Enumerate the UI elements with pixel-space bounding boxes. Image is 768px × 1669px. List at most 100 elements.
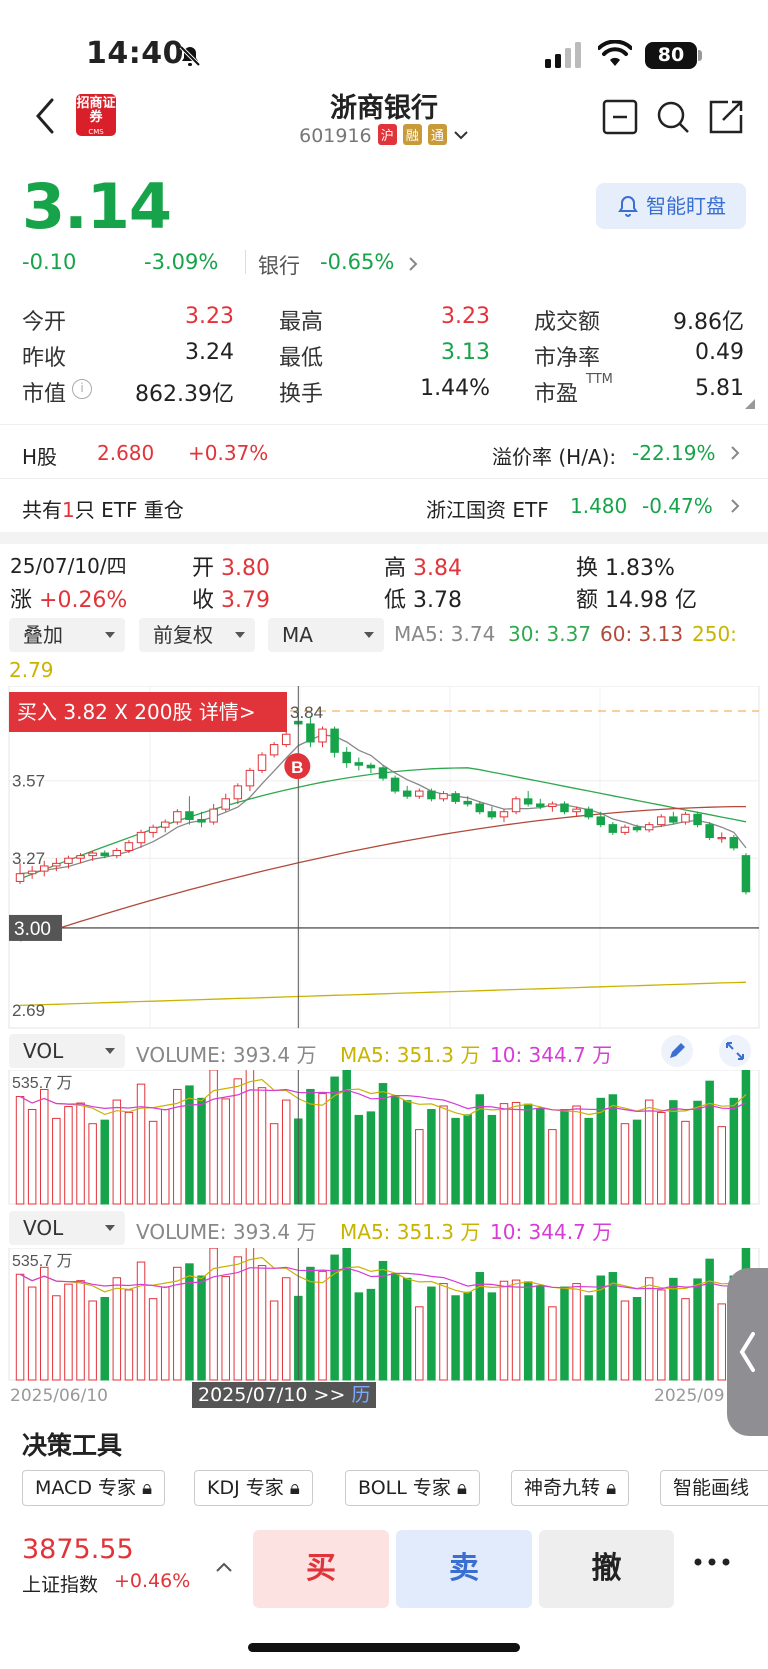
candle-body	[281, 733, 291, 746]
volume-bar	[233, 1078, 243, 1205]
stat-value: 5.81	[695, 376, 744, 401]
volume-bar	[124, 1111, 134, 1205]
side-drawer-handle[interactable]	[727, 1268, 768, 1436]
h-share-pct: +0.37%	[188, 441, 269, 465]
home-indicator[interactable]	[248, 1643, 520, 1652]
volume-bar	[681, 1120, 690, 1205]
info-icon[interactable]: i	[72, 379, 92, 399]
date-axis-start: 2025/06/10	[10, 1386, 108, 1406]
volume-bar	[197, 1097, 206, 1205]
price-axis-label: 3.27	[12, 849, 45, 868]
buy-button[interactable]: 买	[253, 1530, 389, 1608]
candle-body	[439, 793, 448, 800]
volume-bar	[596, 1275, 606, 1381]
indicator-dropdown[interactable]: MA	[268, 618, 384, 652]
vol-dropdown-2[interactable]: VOL	[9, 1211, 125, 1245]
tool-nine-turn[interactable]: 神奇九转 🔒︎	[511, 1470, 630, 1506]
history-tag[interactable]: 历	[351, 1384, 371, 1406]
volume-bar	[100, 1119, 109, 1205]
candle-body	[657, 816, 666, 826]
volume-bar	[39, 1088, 49, 1205]
etf-summary[interactable]: 共有1只 ETF 重仓	[22, 494, 184, 523]
more-icon[interactable]	[692, 1556, 732, 1568]
volume-bar	[342, 1248, 351, 1381]
vol-dropdown-1[interactable]: VOL	[9, 1034, 125, 1068]
candle-body	[669, 816, 678, 823]
date-cursor-label[interactable]: 2025/07/10 >> 历	[192, 1382, 377, 1408]
volume-bar	[741, 1070, 751, 1205]
volume-chart-1[interactable]: 535.7 万	[0, 1070, 768, 1208]
tool-kdj[interactable]: KDJ 专家 🔒︎	[194, 1470, 313, 1506]
lock-icon: 🔒︎	[289, 1477, 300, 1499]
minus-box-icon[interactable]	[602, 99, 638, 135]
chevron-right-icon[interactable]	[730, 498, 740, 514]
etf-prefix: 共有	[22, 498, 62, 522]
divider	[0, 478, 768, 479]
volume-bar	[233, 1256, 243, 1381]
tool-boll[interactable]: BOLL 专家 🔒︎	[345, 1470, 481, 1506]
edit-pencil-icon[interactable]	[660, 1034, 694, 1068]
candle-body	[221, 798, 230, 810]
bar-turnover-label: 换	[576, 556, 599, 581]
stat-label: 市净率	[534, 346, 601, 371]
volume-bar	[717, 1126, 727, 1205]
bar-high-label: 高	[384, 556, 407, 581]
overlay-dropdown[interactable]: 叠加	[9, 618, 125, 652]
candle-body	[487, 811, 497, 818]
volume-bar	[124, 1289, 134, 1381]
volume-bar	[209, 1070, 218, 1205]
tool-smart-draw[interactable]: 智能画线	[660, 1470, 768, 1506]
candle-body	[15, 873, 25, 882]
bar-low-label: 低	[384, 588, 407, 613]
candle-body	[76, 855, 85, 859]
stock-code-row[interactable]: 601916 沪 融 通	[0, 124, 768, 147]
adjust-dropdown[interactable]: 前复权	[139, 618, 255, 652]
share-icon[interactable]	[708, 99, 744, 135]
bar-amount-value: 14.98 亿	[605, 588, 697, 613]
chart-frame	[8, 686, 760, 1029]
back-arrow-icon[interactable]	[32, 96, 56, 136]
vol-ma10-legend-2: 10: 344.7 万	[490, 1220, 613, 1244]
candle-body	[620, 826, 630, 833]
volume-chart-2[interactable]: 535.7 万	[0, 1248, 768, 1384]
candle-body	[100, 852, 109, 857]
volume-bar	[693, 1100, 702, 1205]
chevron-right-icon[interactable]	[730, 445, 740, 461]
candle-body	[209, 808, 218, 823]
sector-pct[interactable]: -0.65%	[320, 250, 395, 274]
vol-ma5-legend-1: MA5: 351.3 万	[340, 1043, 481, 1067]
stat-label: 市盈	[534, 382, 579, 407]
tag-rong: 融	[402, 124, 422, 145]
candle-body	[560, 803, 569, 813]
candle-body	[112, 849, 122, 857]
expand-icon[interactable]	[718, 1034, 752, 1068]
smart-watch-button[interactable]: 智能盯盘	[596, 183, 746, 229]
tool-macd[interactable]: MACD 专家 🔒︎	[22, 1470, 166, 1506]
volume-bar	[705, 1258, 714, 1381]
vol-ma10-line	[19, 1088, 747, 1113]
sell-button[interactable]: 卖	[396, 1530, 532, 1608]
bar-amount: 额 14.98 亿	[576, 582, 697, 614]
volume-bar	[64, 1283, 73, 1381]
cancel-button[interactable]: 撤	[539, 1530, 674, 1608]
volume-bar	[439, 1105, 448, 1205]
battery-cap	[698, 50, 702, 61]
volume-bar	[560, 1286, 569, 1381]
sector-name[interactable]: 银行	[258, 254, 300, 278]
volume-bar	[572, 1105, 581, 1205]
chevron-up-icon[interactable]	[214, 1560, 234, 1574]
volume-bar	[64, 1106, 73, 1205]
corner-expand-icon[interactable]	[745, 399, 755, 409]
chevron-right-icon[interactable]	[408, 256, 418, 272]
lock-icon: 🔒︎	[606, 1477, 617, 1499]
volume-bar	[330, 1254, 339, 1381]
volume-bar	[318, 1270, 327, 1381]
candlestick-chart[interactable]: B 3.84 3.57 3.27 2.69 3.00	[0, 686, 768, 1030]
search-icon[interactable]	[655, 99, 691, 135]
trade-marker-label[interactable]: 买入 3.82 X 200股 详情>	[9, 692, 287, 732]
volume-bar	[632, 1297, 642, 1381]
candle-body	[378, 767, 388, 779]
index-value[interactable]: 3875.55	[22, 1534, 134, 1565]
volume-bar	[269, 1300, 279, 1381]
stat-value: 3.13	[441, 340, 490, 365]
